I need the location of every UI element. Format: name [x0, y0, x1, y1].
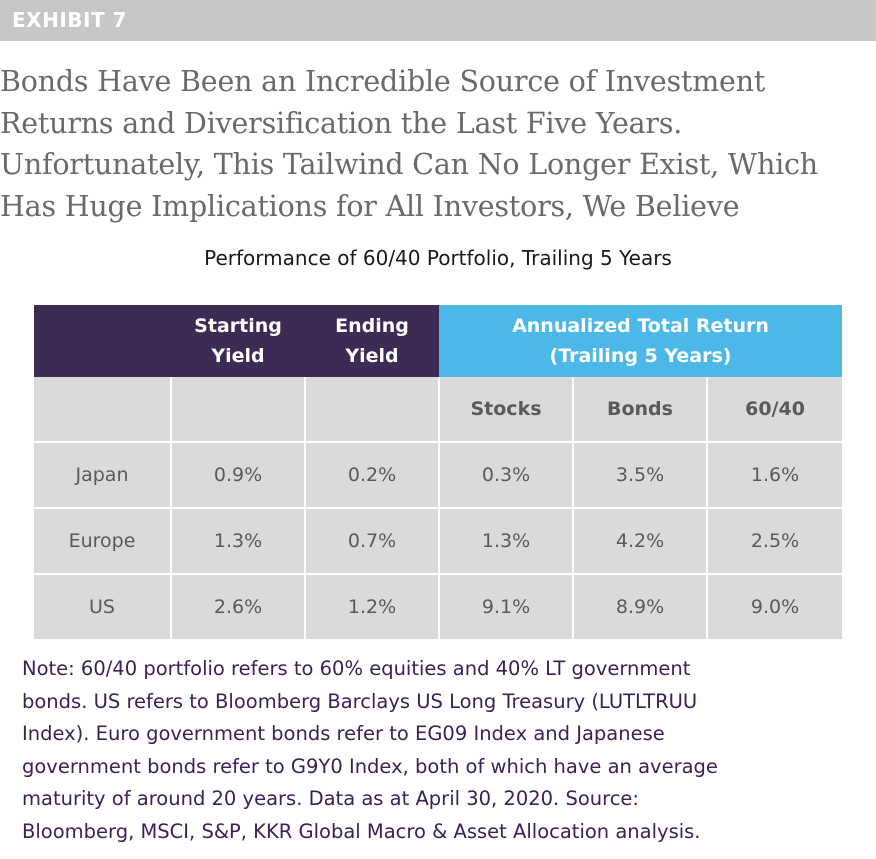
stocks-cell: 0.3% [439, 442, 574, 509]
region-cell: Japan [34, 442, 172, 509]
exhibit-bar: EXHIBIT 7 [0, 0, 876, 41]
footnote: Note: 60/40 portfolio refers to 60% equi… [22, 653, 862, 848]
subheader-cell [34, 377, 172, 443]
ending-yield-cell: 0.7% [305, 508, 440, 575]
subheader-60-40: 60/40 [707, 377, 843, 443]
headline-line: Unfortunately, This Tailwind Can No Long… [0, 148, 818, 181]
portfolio-cell: 1.6% [707, 442, 843, 509]
starting-yield-cell: 2.6% [171, 574, 306, 639]
ending-yield-cell: 0.2% [305, 442, 440, 509]
bonds-cell: 8.9% [573, 574, 708, 639]
region-cell: Europe [34, 508, 172, 575]
subheader-cell [305, 377, 440, 443]
starting-yield-cell: 0.9% [171, 442, 306, 509]
subheader-stocks: Stocks [439, 377, 574, 443]
bonds-cell: 4.2% [573, 508, 708, 575]
subheader-bonds: Bonds [573, 377, 708, 443]
stocks-cell: 1.3% [439, 508, 574, 575]
headline-line: Has Huge Implications for All Investors,… [0, 189, 740, 223]
header-ending-yield: Ending Yield [305, 305, 439, 377]
performance-table: Starting Yield Ending Yield Annualized T… [34, 305, 843, 639]
bonds-cell: 3.5% [573, 442, 708, 509]
footnote-line: maturity of around 20 years. Data as at … [22, 787, 640, 810]
region-cell: US [34, 574, 172, 639]
footnote-line: bonds. US refers to Bloomberg Barclays U… [22, 689, 698, 713]
footnote-line: government bonds refer to G9Y0 Index, bo… [22, 754, 718, 778]
table-row: Japan 0.9% 0.2% 0.3% 3.5% 1.6% [34, 442, 843, 509]
subheader-cell [171, 377, 306, 443]
portfolio-cell: 2.5% [707, 508, 843, 575]
ending-yield-cell: 1.2% [305, 574, 440, 639]
table-header-row: Starting Yield Ending Yield Annualized T… [34, 305, 843, 377]
headline-line: Returns and Diversification the Last Fiv… [0, 106, 683, 140]
header-annualized-total-return: Annualized Total Return (Trailing 5 Year… [439, 305, 843, 377]
exhibit-label: EXHIBIT 7 [12, 8, 127, 32]
headline: Bonds Have Been an Incredible Source of … [0, 61, 876, 227]
headline-line: Bonds Have Been an Incredible Source of … [0, 65, 766, 98]
table-row: US 2.6% 1.2% 9.1% 8.9% 9.0% [34, 574, 843, 639]
header-region-cell [34, 305, 171, 377]
header-starting-yield: Starting Yield [171, 305, 305, 377]
portfolio-cell: 9.0% [707, 574, 843, 639]
table-subheader-row: Stocks Bonds 60/40 [34, 377, 843, 443]
table-subtitle: Performance of 60/40 Portfolio, Trailing… [204, 246, 672, 270]
footnote-line: Bloomberg, MSCI, S&P, KKR Global Macro &… [22, 819, 701, 843]
footnote-line: Note: 60/40 portfolio refers to 60% equi… [22, 657, 691, 680]
footnote-line: Index). Euro government bonds refer to E… [22, 722, 665, 745]
starting-yield-cell: 1.3% [171, 508, 306, 575]
table-row: Europe 1.3% 0.7% 1.3% 4.2% 2.5% [34, 508, 843, 575]
stocks-cell: 9.1% [439, 574, 574, 639]
